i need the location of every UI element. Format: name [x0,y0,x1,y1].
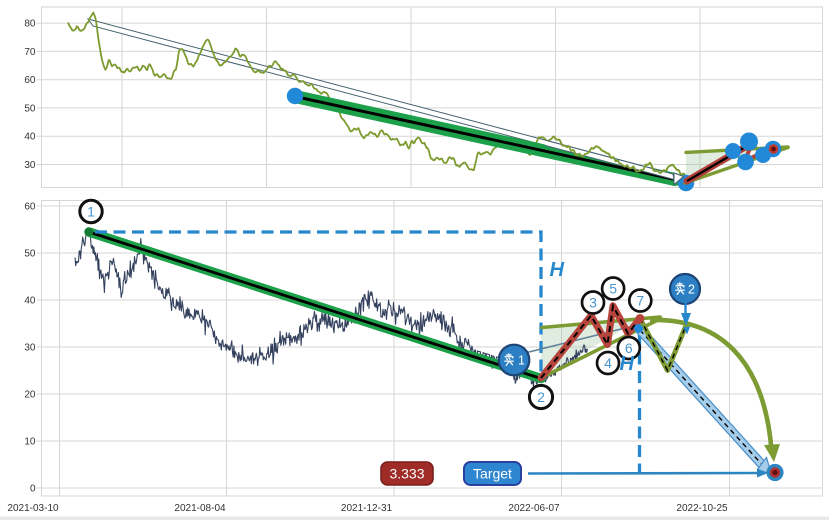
svg-text:H: H [550,259,565,281]
svg-text:40: 40 [24,296,36,307]
svg-text:3: 3 [589,294,597,310]
svg-text:50: 50 [24,103,36,114]
svg-text:20: 20 [24,390,36,401]
svg-text:2: 2 [688,283,695,297]
svg-text:H: H [620,353,635,375]
svg-text:7: 7 [636,292,644,308]
svg-text:10: 10 [24,437,36,448]
svg-text:60: 60 [24,75,36,86]
svg-text:2: 2 [537,389,545,405]
svg-text:5: 5 [609,280,617,296]
svg-text:6: 6 [625,340,633,356]
svg-text:40: 40 [24,132,36,143]
svg-text:1: 1 [518,354,525,368]
svg-text:60: 60 [24,202,36,213]
svg-text:2022-06-07: 2022-06-07 [508,503,560,514]
svg-text:2021-12-31: 2021-12-31 [341,503,393,514]
svg-text:Target: Target [473,466,512,482]
svg-text:30: 30 [24,160,36,171]
svg-text:1: 1 [87,203,95,219]
svg-text:70: 70 [24,47,36,58]
svg-text:2021-08-04: 2021-08-04 [174,503,226,514]
svg-text:0: 0 [30,484,36,495]
svg-text:4: 4 [604,355,612,371]
svg-text:2021-03-10: 2021-03-10 [7,503,59,514]
svg-text:3.333: 3.333 [389,466,424,482]
svg-text:50: 50 [24,249,36,260]
svg-text:2022-10-25: 2022-10-25 [676,503,728,514]
svg-text:30: 30 [24,343,36,354]
svg-text:80: 80 [24,19,36,30]
